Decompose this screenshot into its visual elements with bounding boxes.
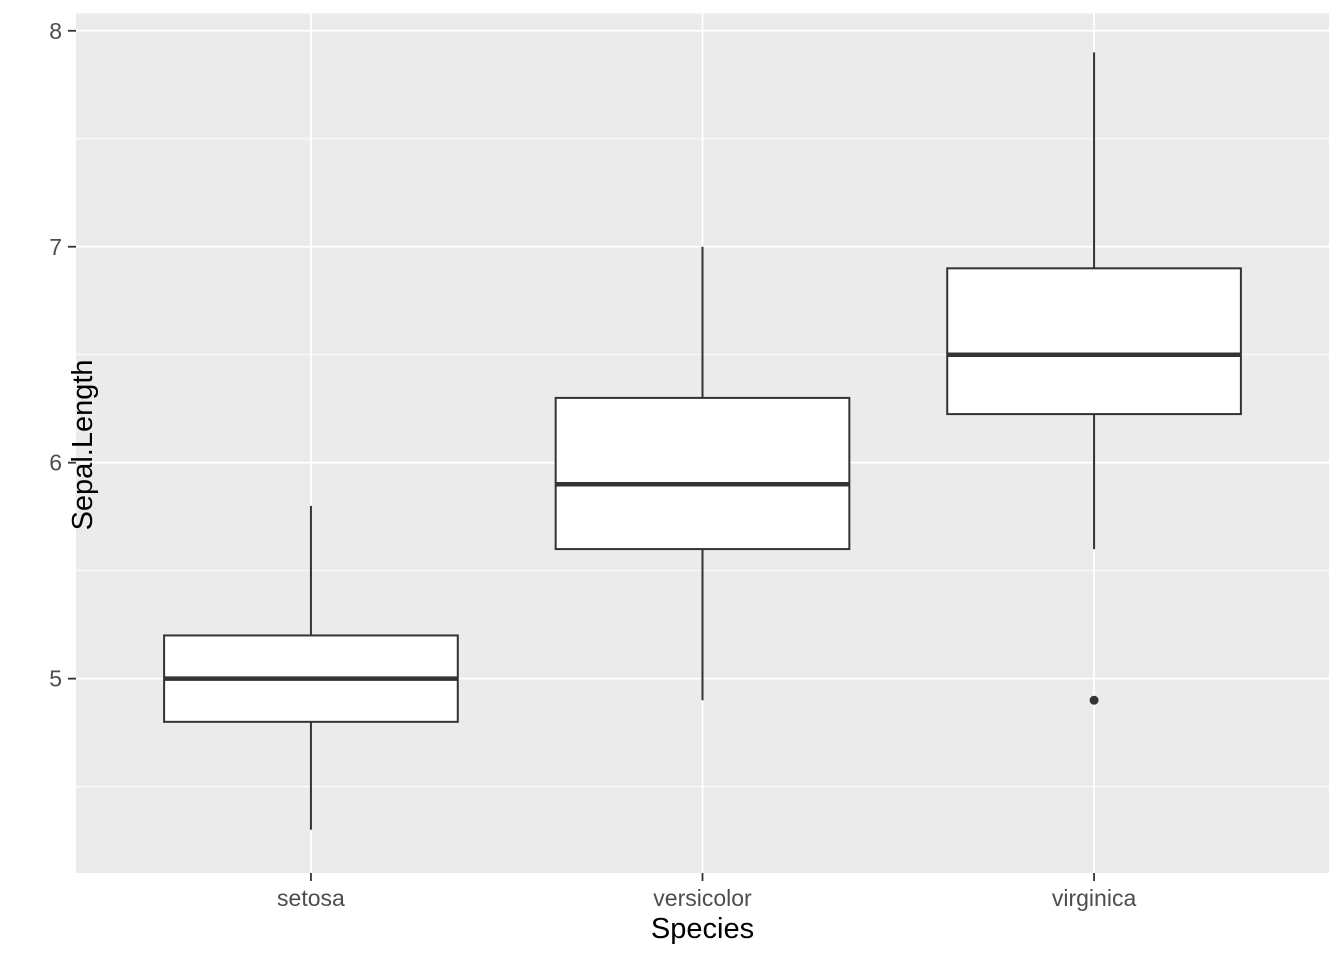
x-tick-label-versicolor: versicolor bbox=[653, 885, 752, 911]
x-tick-label-setosa: setosa bbox=[277, 885, 345, 911]
x-axis-title: Species bbox=[650, 913, 755, 945]
y-axis-title: Sepal.Length bbox=[67, 359, 100, 531]
y-tick-label-8: 8 bbox=[49, 18, 62, 44]
box-virginica bbox=[946, 267, 1242, 416]
y-tick-label-6: 6 bbox=[49, 450, 62, 476]
box-versicolor bbox=[554, 396, 851, 551]
y-tick-label-5: 5 bbox=[49, 666, 62, 692]
x-tick-label-virginica: virginica bbox=[1052, 885, 1137, 911]
y-tick-label-7: 7 bbox=[49, 234, 62, 260]
outlier-virginica-4.9 bbox=[1089, 695, 1099, 705]
